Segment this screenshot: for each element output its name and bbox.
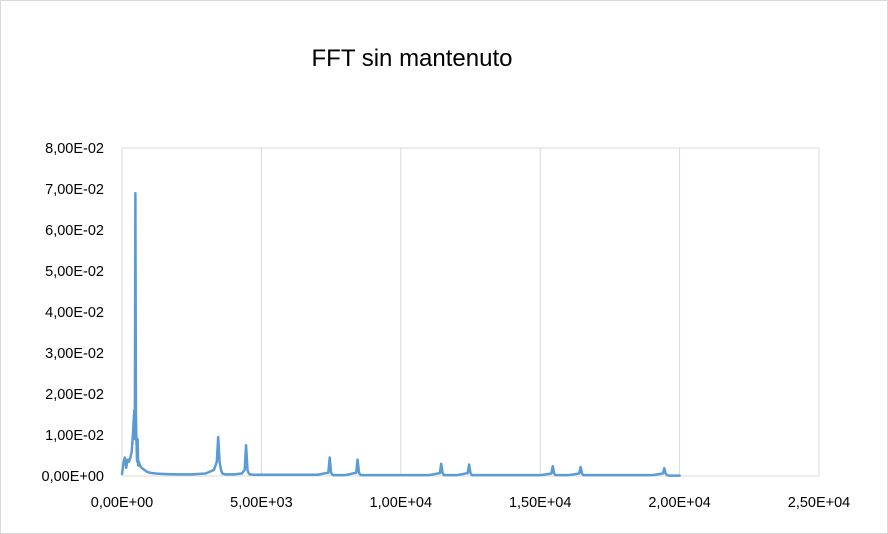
y-tick-label-2: 2,00E-02 — [45, 387, 104, 403]
x-tick-label-3: 1,50E+04 — [509, 495, 572, 511]
x-tick-label-0: 0,00E+00 — [91, 495, 154, 511]
y-tick-label-1: 1,00E-02 — [45, 428, 104, 444]
y-tick-label-3: 3,00E-02 — [45, 346, 104, 362]
x-tick-label-2: 1,00E+04 — [370, 495, 433, 511]
y-tick-label-4: 4,00E-02 — [45, 305, 104, 321]
x-tick-label-4: 2,00E+04 — [648, 495, 711, 511]
series-layer — [120, 191, 681, 477]
y-tick-label-7: 7,00E-02 — [45, 182, 104, 198]
y-tick-label-6: 6,00E-02 — [45, 223, 104, 239]
x-tick-label-1: 5,00E+03 — [230, 495, 293, 511]
y-tick-label-0: 0,00E+00 — [42, 469, 105, 485]
tick-labels: 0,00E+00 1,00E-02 2,00E-02 3,00E-02 4,00E-02… — [42, 141, 851, 511]
y-tick-label-5: 5,00E-02 — [45, 264, 104, 280]
axes — [121, 148, 819, 477]
grid-lines — [121, 147, 820, 476]
series-line-0 — [120, 191, 681, 477]
x-tick-label-5: 2,50E+04 — [788, 495, 851, 511]
chart-title: FFT sin mantenuto — [311, 45, 513, 72]
y-tick-label-8: 8,00E-02 — [45, 141, 104, 157]
